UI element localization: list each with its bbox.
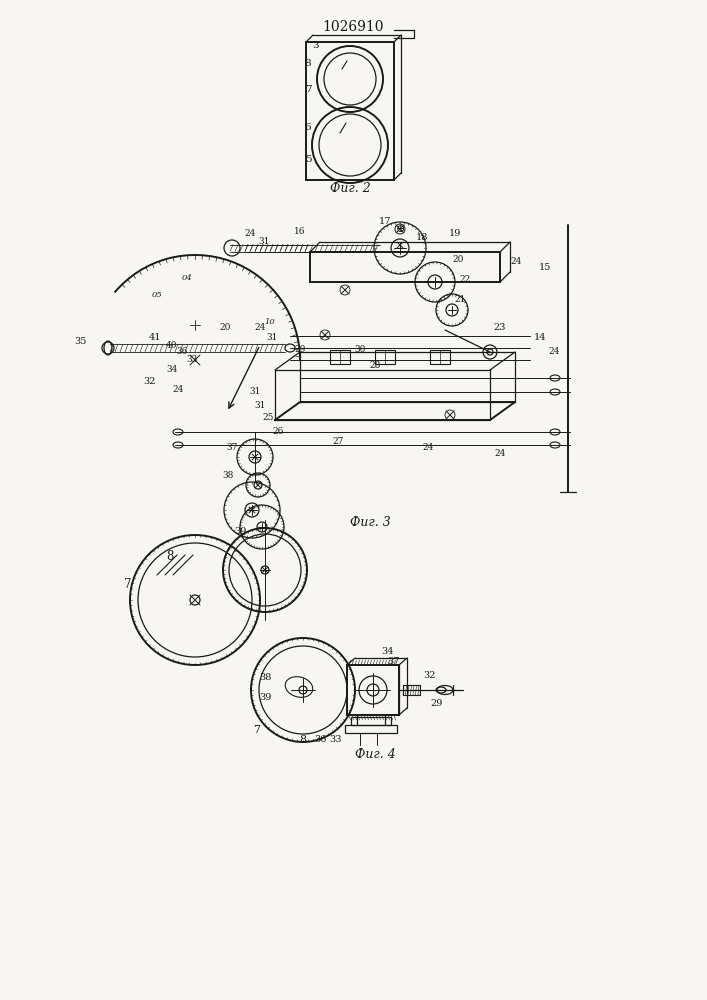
Text: 35: 35 — [74, 338, 86, 347]
Text: 7: 7 — [124, 578, 132, 591]
Text: 31: 31 — [250, 387, 261, 396]
Text: 21: 21 — [455, 296, 466, 304]
Bar — [330, 350, 350, 364]
Text: 3: 3 — [312, 41, 320, 50]
Text: 33: 33 — [187, 355, 198, 363]
Text: 25: 25 — [262, 414, 274, 422]
Bar — [310, 252, 500, 282]
Text: 7: 7 — [305, 86, 311, 95]
Text: 31: 31 — [267, 334, 278, 342]
Text: 6: 6 — [305, 123, 311, 132]
Text: 31: 31 — [255, 400, 266, 410]
Bar — [347, 665, 399, 715]
Text: 36: 36 — [176, 348, 187, 357]
Text: 34: 34 — [381, 648, 393, 656]
Text: 37: 37 — [226, 444, 238, 452]
Text: 16: 16 — [294, 228, 305, 236]
Text: 24: 24 — [255, 324, 266, 332]
Text: 18: 18 — [416, 233, 428, 242]
Text: 24: 24 — [494, 450, 506, 458]
Text: ⊕: ⊕ — [395, 224, 404, 234]
Text: 04: 04 — [182, 274, 192, 282]
Text: Фиг. 3: Фиг. 3 — [350, 516, 390, 528]
Text: 8: 8 — [305, 58, 311, 68]
Text: 15: 15 — [539, 262, 551, 271]
Text: 32: 32 — [144, 377, 156, 386]
Text: 05: 05 — [151, 291, 163, 299]
Text: 28: 28 — [369, 360, 380, 369]
Text: 8: 8 — [166, 550, 174, 564]
Bar — [375, 350, 395, 364]
Text: 19: 19 — [449, 230, 461, 238]
Text: 20: 20 — [452, 255, 464, 264]
Text: 36: 36 — [314, 736, 326, 744]
Text: 5: 5 — [305, 155, 311, 164]
Bar — [351, 717, 391, 725]
Text: 33: 33 — [329, 736, 341, 744]
Text: 14: 14 — [534, 332, 547, 342]
Text: 24: 24 — [549, 348, 560, 357]
Text: 34: 34 — [166, 365, 177, 374]
Text: Фиг. 4: Фиг. 4 — [355, 748, 395, 762]
Text: 1026910: 1026910 — [322, 20, 384, 34]
Text: 22: 22 — [460, 275, 471, 284]
Text: 31: 31 — [258, 236, 269, 245]
Text: 17: 17 — [379, 218, 391, 227]
Text: 41: 41 — [148, 334, 161, 342]
Text: 29: 29 — [431, 700, 443, 708]
Text: 40: 40 — [166, 340, 177, 350]
Text: 29: 29 — [294, 346, 305, 355]
Bar — [345, 725, 397, 733]
Bar — [430, 350, 450, 364]
Text: 39: 39 — [234, 528, 246, 536]
Text: 24: 24 — [173, 385, 184, 394]
Text: 7: 7 — [254, 725, 260, 735]
Text: Фиг. 2: Фиг. 2 — [329, 182, 370, 194]
Text: 24: 24 — [245, 230, 256, 238]
Text: 39: 39 — [259, 694, 271, 702]
Text: 32: 32 — [423, 672, 436, 680]
Bar — [403, 685, 420, 695]
Text: 8: 8 — [300, 735, 307, 745]
Text: 24: 24 — [510, 257, 522, 266]
Text: 24: 24 — [422, 444, 433, 452]
Text: 30: 30 — [354, 346, 366, 355]
Text: 37: 37 — [387, 658, 399, 666]
Text: 10: 10 — [264, 318, 275, 326]
Text: 26: 26 — [272, 428, 284, 436]
Text: 27: 27 — [332, 438, 344, 446]
Text: 20: 20 — [219, 324, 230, 332]
Text: 38: 38 — [222, 471, 234, 480]
Text: 23: 23 — [493, 324, 506, 332]
Bar — [306, 42, 394, 180]
Text: 38: 38 — [259, 674, 271, 682]
